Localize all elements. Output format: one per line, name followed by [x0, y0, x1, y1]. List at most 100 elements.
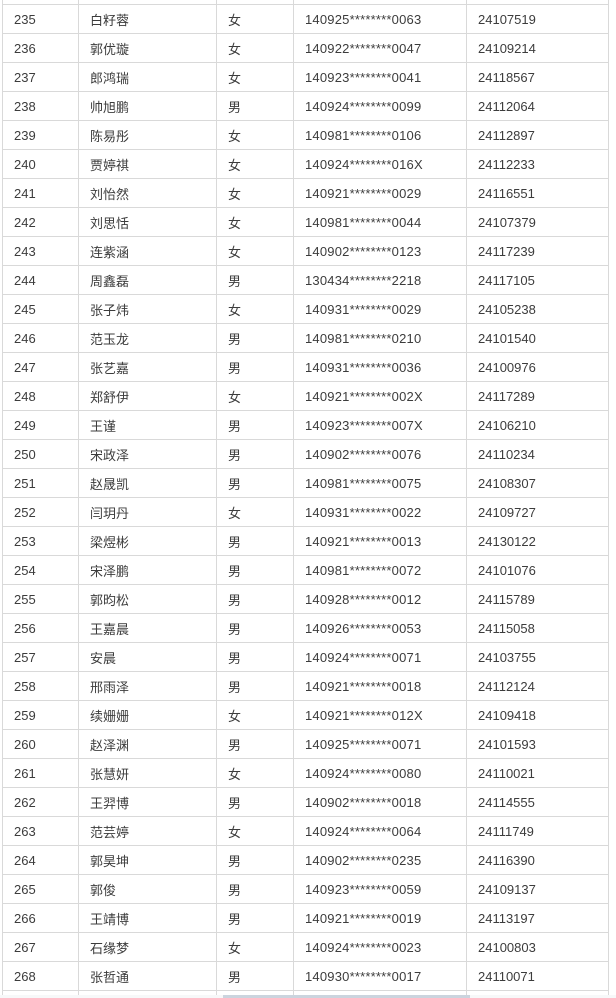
cell-gender: 女 [217, 701, 294, 729]
cell-id-number: 140902********0018 [294, 788, 467, 816]
cell-id-number: 140922********0047 [294, 34, 467, 62]
cell-row-number: 236 [2, 34, 79, 62]
cell-row-number: 237 [2, 63, 79, 91]
cell-student-name [79, 991, 217, 998]
cell-row-number: 261 [2, 759, 79, 787]
cell-student-name: 张哲通 [79, 962, 217, 990]
cell-student-name: 宋泽鹏 [79, 556, 217, 584]
cell-row-number: 253 [2, 527, 79, 555]
cell-row-number: 245 [2, 295, 79, 323]
cell-exam-number: 24115058 [467, 614, 609, 642]
cell-student-name: 宋政泽 [79, 440, 217, 468]
cell-gender: 男 [217, 440, 294, 468]
cell-gender: 男 [217, 962, 294, 990]
cell-student-name: 郭昀松 [79, 585, 217, 613]
cell-student-name: 赵晟凯 [79, 469, 217, 497]
horizontal-scrollbar[interactable] [0, 995, 616, 998]
table-row: 241 刘怡然 女 140921********0029 24116551 [2, 179, 609, 208]
cell-student-name: 王羿博 [79, 788, 217, 816]
cell-id-number: 140924********0023 [294, 933, 467, 961]
cell-exam-number: 24105238 [467, 295, 609, 323]
cell-row-number: 242 [2, 208, 79, 236]
cell-row-number [2, 0, 79, 4]
cell-exam-number: 24117239 [467, 237, 609, 265]
cell-row-number: 262 [2, 788, 79, 816]
cell-row-number: 246 [2, 324, 79, 352]
cell-student-name: 赵泽渊 [79, 730, 217, 758]
cell-gender: 男 [217, 92, 294, 120]
cell-row-number: 240 [2, 150, 79, 178]
cell-exam-number: 24109418 [467, 701, 609, 729]
cell-exam-number: 24117289 [467, 382, 609, 410]
cell-exam-number: 24110071 [467, 962, 609, 990]
cell-gender: 男 [217, 266, 294, 294]
cell-id-number: 140902********0235 [294, 846, 467, 874]
cell-exam-number: 24112064 [467, 92, 609, 120]
table-row: 250 宋政泽 男 140902********0076 24110234 [2, 440, 609, 469]
cell-exam-number [467, 0, 609, 4]
cell-id-number [294, 991, 467, 998]
table-row: 259 续姗姗 女 140921********012X 24109418 [2, 701, 609, 730]
table-row: 257 安晨 男 140924********0071 24103755 [2, 643, 609, 672]
cell-row-number: 249 [2, 411, 79, 439]
table-row: 238 帅旭鹏 男 140924********0099 24112064 [2, 92, 609, 121]
cell-row-number: 263 [2, 817, 79, 845]
cell-row-number: 239 [2, 121, 79, 149]
cell-gender: 男 [217, 846, 294, 874]
cell-exam-number: 24107379 [467, 208, 609, 236]
cell-gender: 女 [217, 150, 294, 178]
cell-student-name: 刘思恬 [79, 208, 217, 236]
cell-id-number [294, 0, 467, 4]
cell-student-name: 白籽蓉 [79, 5, 217, 33]
cell-exam-number: 24100803 [467, 933, 609, 961]
cell-exam-number: 24116390 [467, 846, 609, 874]
cell-gender: 男 [217, 643, 294, 671]
cell-exam-number: 24109214 [467, 34, 609, 62]
cell-row-number: 238 [2, 92, 79, 120]
cell-id-number: 140931********0029 [294, 295, 467, 323]
bottom-partial-row [2, 991, 609, 998]
table-row: 244 周鑫磊 男 130434********2218 24117105 [2, 266, 609, 295]
cell-row-number: 247 [2, 353, 79, 381]
cell-exam-number: 24115789 [467, 585, 609, 613]
cell-exam-number: 24116551 [467, 179, 609, 207]
cell-id-number: 140931********0022 [294, 498, 467, 526]
table-row: 246 范玉龙 男 140981********0210 24101540 [2, 324, 609, 353]
cell-id-number: 140981********0075 [294, 469, 467, 497]
cell-student-name: 陈易彤 [79, 121, 217, 149]
cell-row-number: 267 [2, 933, 79, 961]
cell-exam-number: 24112233 [467, 150, 609, 178]
table-row: 249 王谨 男 140923********007X 24106210 [2, 411, 609, 440]
cell-gender: 男 [217, 672, 294, 700]
table-row: 245 张子炜 女 140931********0029 24105238 [2, 295, 609, 324]
table-row: 239 陈易彤 女 140981********0106 24112897 [2, 121, 609, 150]
cell-id-number: 140924********0099 [294, 92, 467, 120]
table-row: 235 白籽蓉 女 140925********0063 24107519 [2, 5, 609, 34]
table-row: 252 闫玥丹 女 140931********0022 24109727 [2, 498, 609, 527]
cell-exam-number: 24114555 [467, 788, 609, 816]
cell-id-number: 140923********007X [294, 411, 467, 439]
cell-gender: 男 [217, 469, 294, 497]
cell-student-name: 刘怡然 [79, 179, 217, 207]
cell-id-number: 140924********016X [294, 150, 467, 178]
cell-gender: 男 [217, 875, 294, 903]
cell-student-name: 郎鸿瑞 [79, 63, 217, 91]
cell-exam-number: 24118567 [467, 63, 609, 91]
cell-student-name: 郭昊坤 [79, 846, 217, 874]
cell-exam-number: 24112124 [467, 672, 609, 700]
cell-student-name: 续姗姗 [79, 701, 217, 729]
cell-row-number: 254 [2, 556, 79, 584]
scrollbar-thumb[interactable] [223, 995, 470, 998]
cell-row-number: 235 [2, 5, 79, 33]
table-row: 236 郭优璇 女 140922********0047 24109214 [2, 34, 609, 63]
cell-id-number: 140924********0071 [294, 643, 467, 671]
table-row: 247 张艺嘉 男 140931********0036 24100976 [2, 353, 609, 382]
table-row: 248 郑舒伊 女 140921********002X 24117289 [2, 382, 609, 411]
cell-student-name: 贾婷祺 [79, 150, 217, 178]
cell-gender [217, 0, 294, 4]
table-row: 262 王羿博 男 140902********0018 24114555 [2, 788, 609, 817]
cell-id-number: 140921********0029 [294, 179, 467, 207]
table-row: 255 郭昀松 男 140928********0012 24115789 [2, 585, 609, 614]
cell-exam-number: 24101076 [467, 556, 609, 584]
cell-gender: 男 [217, 353, 294, 381]
